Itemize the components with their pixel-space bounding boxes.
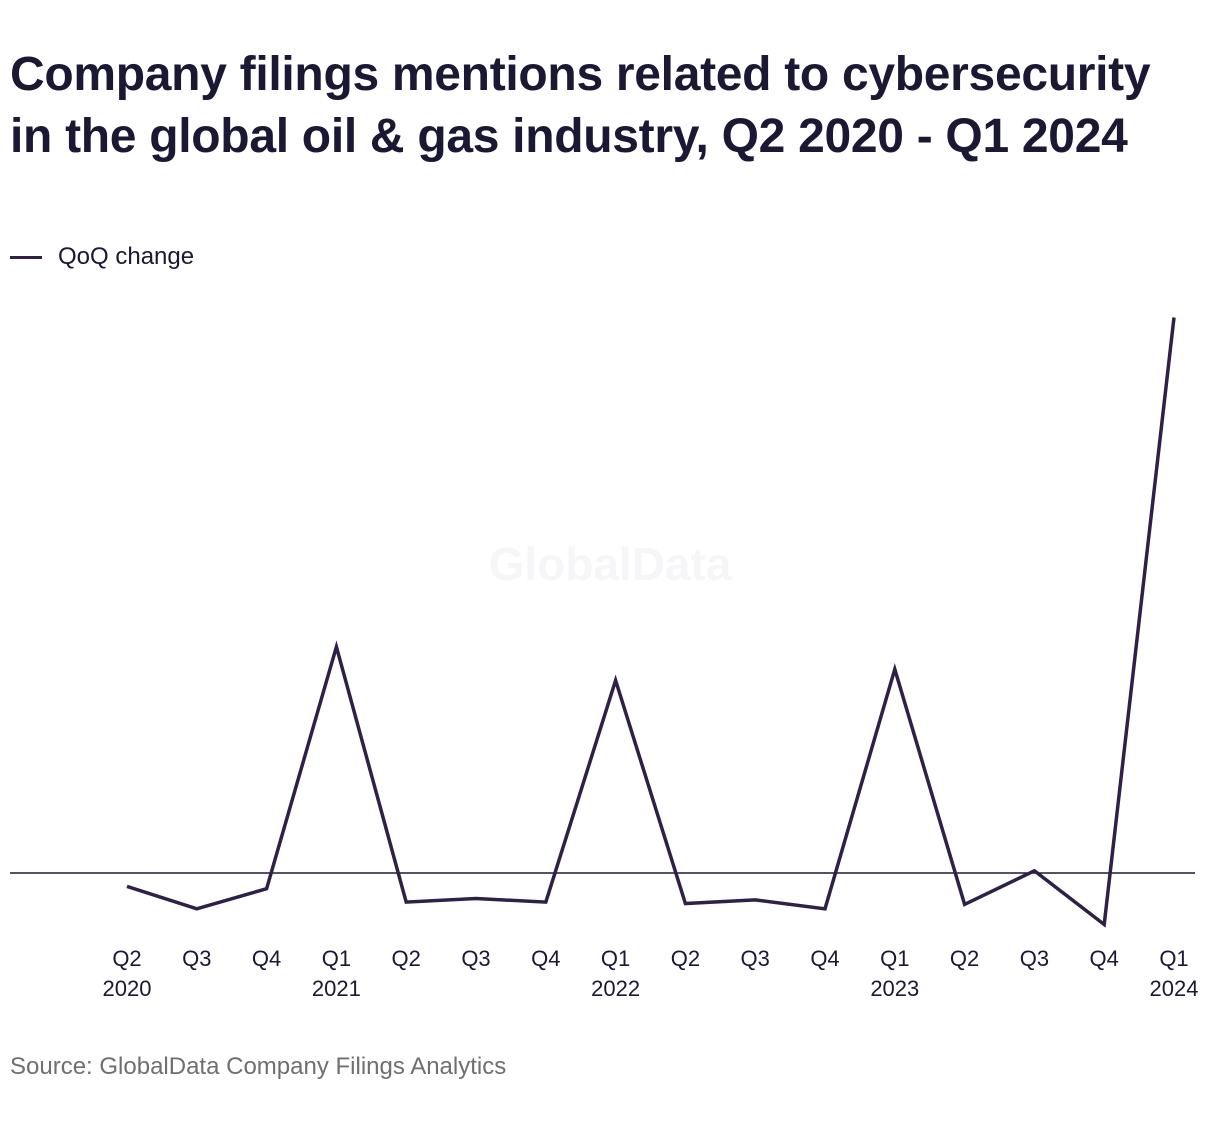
watermark: GlobalData <box>489 538 732 590</box>
series-line-qoq-change <box>126 317 1176 928</box>
x-tick-label-quarter: Q1 <box>322 946 351 971</box>
data-point <box>263 885 271 893</box>
data-point <box>751 896 759 904</box>
series-layer <box>123 313 1178 929</box>
data-point <box>1030 867 1038 875</box>
x-tick-label-quarter: Q4 <box>1090 946 1119 971</box>
x-tick-label-year: 2024 <box>1150 976 1199 1001</box>
x-tick-label-quarter: Q4 <box>252 946 281 971</box>
x-tick-label-quarter: Q2 <box>671 946 700 971</box>
data-point <box>891 665 899 673</box>
x-tick-label-quarter: Q3 <box>461 946 490 971</box>
data-point <box>123 882 131 890</box>
data-point <box>612 676 620 684</box>
x-tick-label-quarter: Q2 <box>392 946 421 971</box>
legend-swatch <box>10 255 42 259</box>
legend-label: QoQ change <box>58 243 195 270</box>
data-point <box>542 898 550 906</box>
x-tick-label-quarter: Q3 <box>182 946 211 971</box>
x-tick-label-year: 2022 <box>591 976 640 1001</box>
x-tick-label-year: 2020 <box>103 976 152 1001</box>
source-note: Source: GlobalData Company Filings Analy… <box>10 1053 507 1080</box>
data-point <box>681 899 689 907</box>
x-tick-label-year: 2021 <box>312 976 361 1001</box>
x-tick-label-quarter: Q2 <box>950 946 979 971</box>
x-axis-ticks: Q2 2020 Q3 Q4 Q1 2021 Q2 Q3 Q4 Q1 2022 Q2 Q3 Q4 Q1 2023… <box>103 946 1199 1001</box>
legend: QoQ change <box>10 242 194 272</box>
data-point <box>402 898 410 906</box>
data-point <box>1100 921 1108 929</box>
x-tick-label-quarter: Q4 <box>531 946 560 971</box>
data-point <box>332 643 340 651</box>
data-point <box>193 905 201 913</box>
x-tick-label-quarter: Q3 <box>1020 946 1049 971</box>
x-tick-label-quarter: Q4 <box>810 946 839 971</box>
data-point <box>472 895 480 903</box>
x-tick-label-quarter: Q1 <box>601 946 630 971</box>
chart-title: Company filings mentions related to cybe… <box>10 48 1151 163</box>
data-point <box>961 900 969 908</box>
x-tick-label-quarter: Q2 <box>112 946 141 971</box>
x-tick-label-quarter: Q3 <box>741 946 770 971</box>
x-tick-label-quarter: Q1 <box>880 946 909 971</box>
x-tick-label-year: 2023 <box>870 976 919 1001</box>
data-point <box>821 905 829 913</box>
data-point <box>1170 313 1178 321</box>
x-tick-label-quarter: Q1 <box>1159 946 1188 971</box>
